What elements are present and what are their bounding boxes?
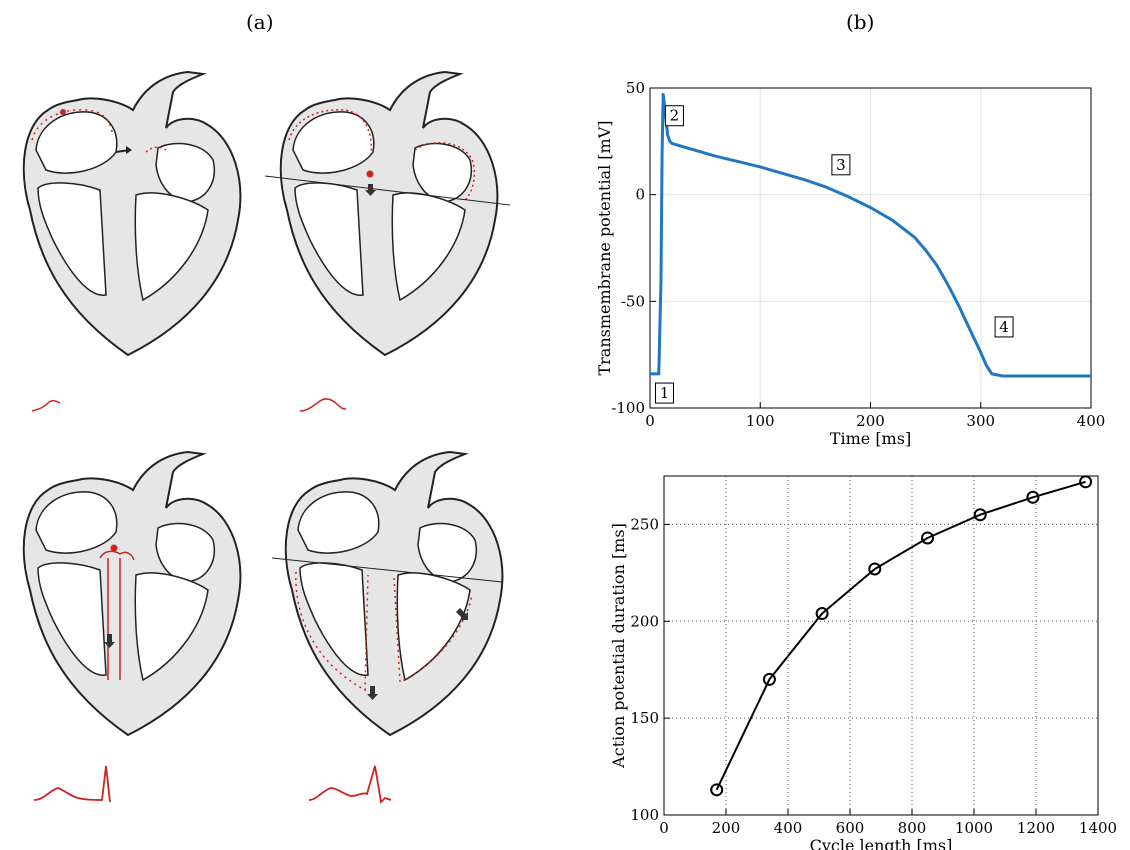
data-point [815, 607, 829, 621]
x-tick-label: 400 [774, 819, 803, 837]
data-point [762, 672, 776, 686]
x-tick-label: 1000 [955, 819, 993, 837]
x-tick-label: 800 [898, 819, 927, 837]
plot-frame [663, 475, 1099, 816]
y-tick-label: 200 [630, 612, 659, 630]
series-line [715, 480, 1086, 791]
data-point [921, 531, 934, 545]
heart-diagram-icon [22, 450, 242, 737]
data-point [1026, 490, 1040, 504]
phase-label: 1 [660, 384, 670, 402]
x-tick-label: 100 [746, 412, 775, 430]
x-tick-label: 0 [645, 412, 655, 430]
x-axis-title: Time [ms] [830, 429, 911, 448]
data-point [868, 562, 882, 576]
ecg-trace-icon [308, 765, 392, 804]
y-tick-label: 250 [630, 515, 659, 533]
phase-box [664, 105, 684, 127]
phase-box [655, 382, 675, 404]
x-tick-label: 300 [966, 412, 995, 430]
x-tick-label: 200 [856, 412, 885, 430]
data-point [973, 508, 987, 522]
phase-box [994, 316, 1014, 338]
phase-box [831, 154, 851, 176]
ecg-trace-icon [31, 399, 61, 412]
y-tick-label: 0 [635, 186, 645, 204]
phase-label: 2 [670, 107, 680, 125]
x-tick-label: 400 [1077, 412, 1106, 430]
x-tick-label: 200 [712, 819, 741, 837]
x-tick-label: 600 [836, 819, 865, 837]
x-tick-label: 0 [659, 819, 669, 837]
y-tick-label: 50 [626, 79, 645, 97]
y-tick-label: 150 [630, 709, 659, 727]
x-tick-label: 1400 [1079, 819, 1117, 837]
panel-a-label: (a) [246, 10, 274, 34]
y-axis-title: Transmembrane potential [mV] [595, 120, 614, 375]
y-tick-label: -50 [621, 292, 645, 310]
ecg-trace-icon [33, 765, 111, 803]
x-axis-title: Cycle length [ms] [810, 836, 953, 850]
phase-label: 4 [999, 318, 1009, 336]
panel-b-label: (b) [846, 10, 875, 34]
plot-frame [649, 87, 1092, 409]
phase-label: 3 [836, 156, 846, 174]
heart-diagram-icon [271, 450, 504, 737]
y-tick-label: -100 [611, 399, 645, 417]
heart-diagram-icon [22, 70, 242, 357]
ecg-trace-icon [299, 398, 347, 412]
y-tick-label: 100 [630, 806, 659, 824]
data-point [1079, 475, 1093, 489]
x-tick-label: 1200 [1017, 819, 1055, 837]
y-axis-title: Action potential duration [ms] [609, 523, 628, 769]
heart-diagram-icon [265, 70, 511, 357]
data-point [710, 783, 724, 797]
